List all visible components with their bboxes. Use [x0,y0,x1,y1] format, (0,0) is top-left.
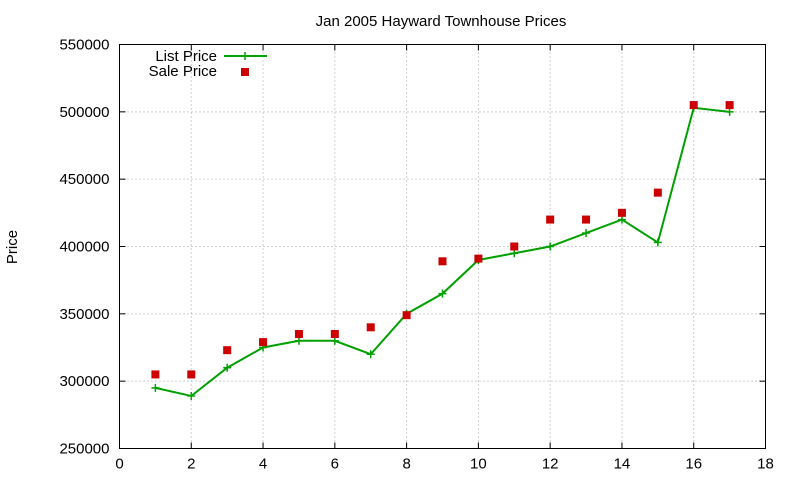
series-list-price [151,103,734,400]
list-price-point [510,249,519,258]
legend-swatch-list-price [224,52,267,60]
list-price-point [151,383,160,392]
sale-price-point [330,330,339,339]
list-price-point [330,336,339,345]
x-tick-label: 14 [614,456,631,473]
x-tick-label: 16 [685,456,702,473]
x-tick-label: 12 [542,456,559,473]
list-price-point [438,289,447,298]
y-tick-label: 500000 [59,104,109,121]
list-price-point [294,336,303,345]
x-tick-label: 0 [115,456,123,473]
plot-series [151,101,734,400]
list-price-point [653,238,662,247]
sale-price-point [294,330,303,339]
plot-frame [119,44,766,449]
sale-price-point [151,370,160,379]
axis-ticks: 0 2 4 6 8 10 12 14 16 18 250000 300000 350000 400000 4… [59,37,773,473]
list-price-line [155,106,730,398]
sale-price-point [223,346,232,355]
list-price-point [546,242,555,251]
legend-swatch-sale-price [241,68,249,76]
legend-label-list-price: List Price [155,48,217,65]
sale-price-point [474,254,483,263]
y-tick-label: 550000 [59,37,109,54]
sale-price-point [510,242,519,251]
x-tick-label: 6 [331,456,339,473]
sale-price-point [438,257,447,266]
y-tick-label: 300000 [59,373,109,390]
x-tick-label: 4 [259,456,267,473]
sale-price-point [617,208,626,217]
grid [119,44,766,449]
sale-price-point [366,323,375,332]
legend: List Price Sale Price [149,48,267,80]
legend-label-sale-price: Sale Price [149,63,217,80]
list-price-point [223,363,232,372]
x-tick-label: 2 [187,456,195,473]
sale-price-point [187,370,196,379]
legend-cross-marker [241,52,249,60]
sale-price-point [725,101,734,110]
y-tick-label: 400000 [59,239,109,256]
y-tick-label: 350000 [59,306,109,323]
list-price-point [187,391,196,400]
x-tick-label: 18 [757,456,774,473]
x-tick-label: 8 [402,456,410,473]
y-axis-label: Price [4,230,21,264]
sale-price-point [582,215,591,224]
sale-price-point [259,338,268,347]
sale-price-point [546,215,555,224]
list-price-point [617,215,626,224]
chart-title: Jan 2005 Hayward Townhouse Prices [316,13,567,30]
y-tick-label: 450000 [59,171,109,188]
legend-square-marker [241,68,249,76]
series-sale-price [151,101,734,379]
y-tick-label: 250000 [59,441,109,458]
sale-price-point [689,101,698,110]
list-price-point [582,229,591,238]
list-price-point [366,350,375,359]
x-tick-label: 10 [470,456,487,473]
sale-price-point [402,311,411,320]
list-price-point [725,107,734,116]
sale-price-point [653,188,662,197]
